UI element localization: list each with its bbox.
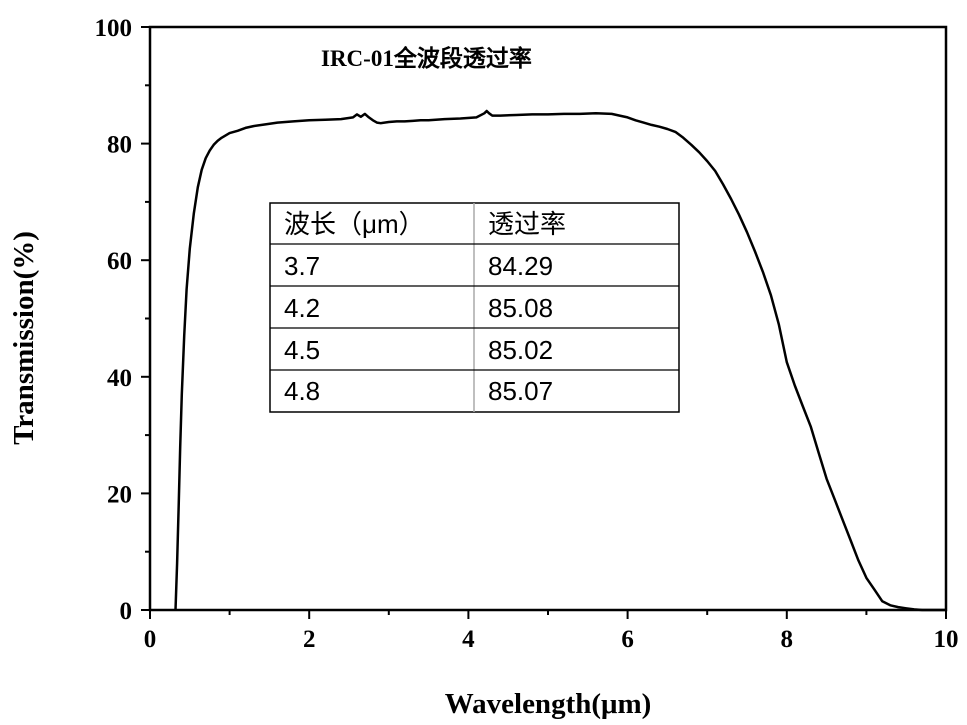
table-cell-wavelength: 4.8 xyxy=(284,376,320,406)
y-tick-label: 0 xyxy=(120,598,133,625)
y-tick-label: 20 xyxy=(107,481,132,508)
axis-ticks xyxy=(141,26,947,619)
x-axis-title: Wavelength(μm) xyxy=(445,688,652,720)
y-tick-label: 80 xyxy=(107,132,132,159)
table-cell-transmittance: 85.02 xyxy=(488,335,553,365)
inset-table: 波长（μm） 透过率 3.7 84.29 4.2 85.08 4.5 85.02… xyxy=(269,202,680,413)
y-axis-title: Transmission(%) xyxy=(8,231,40,445)
x-tick-label: 0 xyxy=(144,626,157,653)
table-cell-transmittance: 85.07 xyxy=(488,376,553,406)
y-tick-label: 60 xyxy=(107,248,132,275)
x-tick-label: 6 xyxy=(621,626,634,653)
x-tick-label: 8 xyxy=(781,626,794,653)
transmission-series-line xyxy=(174,109,946,612)
table-header-transmittance: 透过率 xyxy=(488,209,566,239)
chart-title: IRC-01全波段透过率 xyxy=(321,45,532,71)
table-cell-transmittance: 84.29 xyxy=(488,251,553,281)
x-tick-label: 2 xyxy=(303,626,316,653)
table-header-wavelength: 波长（μm） xyxy=(284,209,425,239)
x-tick-label: 4 xyxy=(462,626,475,653)
y-tick-label: 40 xyxy=(107,365,132,392)
table-cell-wavelength: 4.5 xyxy=(284,335,320,365)
table-cell-wavelength: 3.7 xyxy=(284,251,320,281)
table-cell-transmittance: 85.08 xyxy=(488,293,553,323)
x-tick-label: 10 xyxy=(934,626,959,653)
table-cell-wavelength: 4.2 xyxy=(284,293,320,323)
y-tick-label: 100 xyxy=(95,15,133,42)
